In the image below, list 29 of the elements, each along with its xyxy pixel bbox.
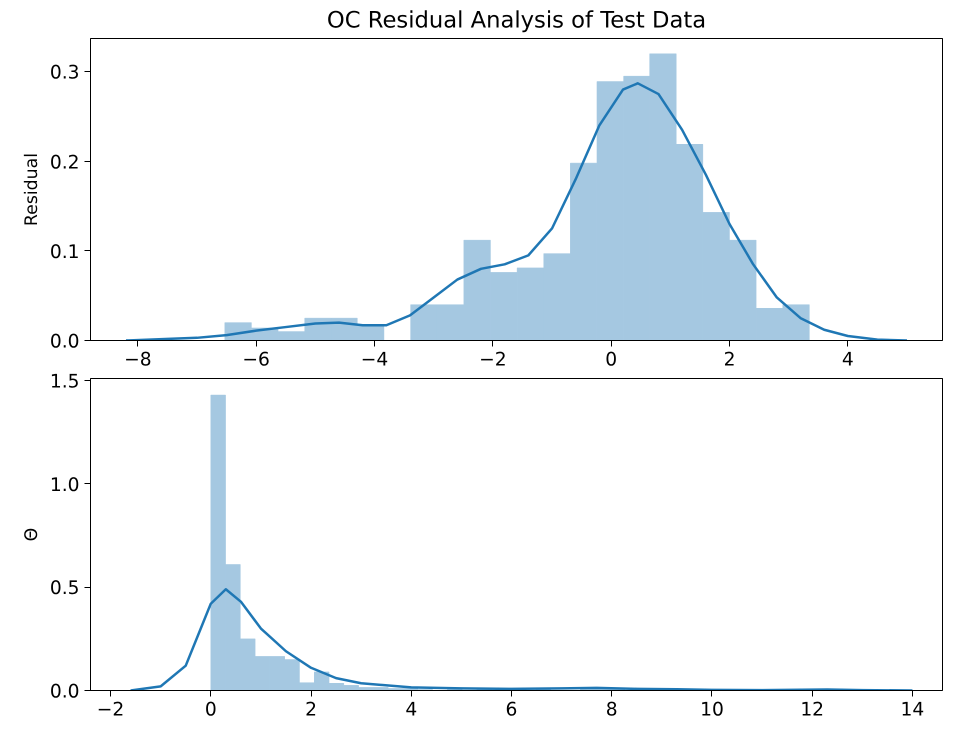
x-tick-label: 0 xyxy=(204,700,217,720)
x-tick-label: 8 xyxy=(606,700,618,720)
y-tick-label: 0.0 xyxy=(50,682,80,702)
x-tick-label: −4 xyxy=(360,350,388,370)
x-tick-label: 12 xyxy=(800,700,824,720)
x-tick-label: 14 xyxy=(900,700,924,720)
y-tick-label: 0.2 xyxy=(50,152,80,174)
x-tick-label: −6 xyxy=(242,350,270,370)
x-tick-label: 6 xyxy=(506,700,518,720)
y-tick-label: 0.3 xyxy=(50,62,80,84)
x-tick-label: 0 xyxy=(605,350,618,370)
x-tick-label: −8 xyxy=(124,350,152,370)
x-tick-label: 4 xyxy=(842,350,854,370)
x-tick-label: −2 xyxy=(479,350,507,370)
y-tick-label: 1.5 xyxy=(50,372,80,393)
y-axis-title: Θ xyxy=(22,528,42,542)
x-tick-label: 2 xyxy=(305,700,317,720)
y-tick-label: 0.0 xyxy=(50,332,80,352)
line-series xyxy=(129,588,914,690)
y-tick-label: 0.1 xyxy=(50,242,80,263)
line-series xyxy=(124,82,908,340)
y-axis-title: Residual xyxy=(22,152,42,226)
x-tick-label: 2 xyxy=(724,350,736,370)
x-tick-label: −2 xyxy=(96,700,124,720)
y-tick-label: 1.0 xyxy=(50,474,80,496)
chart-title: OC Residual Analysis of Test Data xyxy=(326,8,706,34)
x-tick-label: 4 xyxy=(405,700,418,720)
x-tick-label: 10 xyxy=(700,700,724,720)
y-tick-label: 0.5 xyxy=(50,578,80,600)
